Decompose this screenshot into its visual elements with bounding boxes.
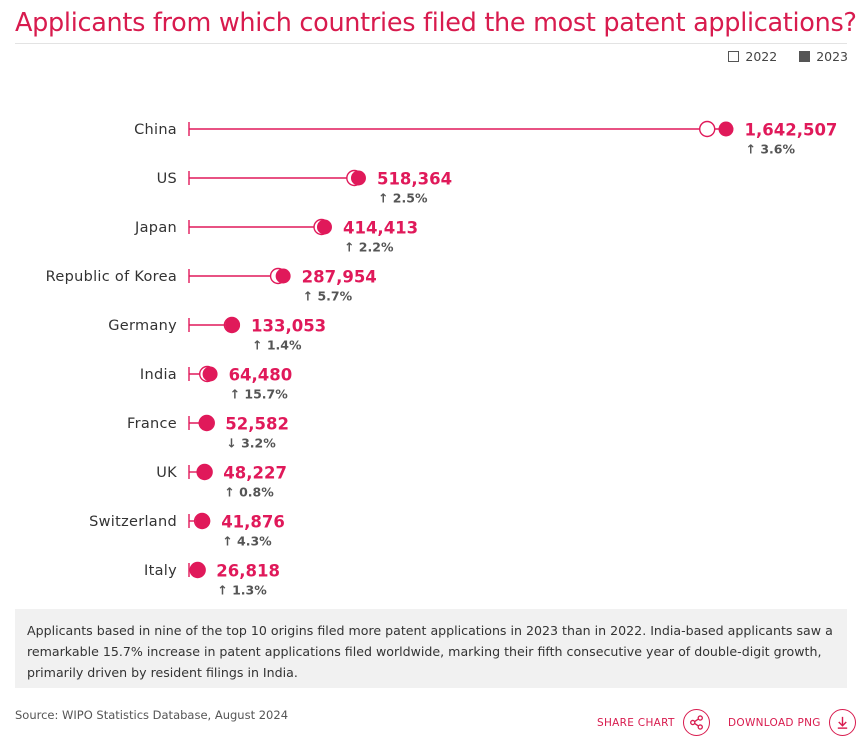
change-label: ↑ 2.5%: [378, 191, 428, 206]
category-label: Italy: [144, 563, 177, 579]
value-label: 48,227: [223, 464, 287, 483]
category-label: Republic of Korea: [46, 269, 177, 285]
change-label: ↑ 5.7%: [303, 289, 353, 304]
dot-chart: China 1,642,507 ↑ 3.6% US 518,364 ↑ 2.5% Japan…: [46, 120, 838, 598]
change-label: ↑ 2.2%: [344, 240, 394, 255]
download-png-button[interactable]: DOWNLOAD PNG: [728, 709, 856, 736]
change-label: ↑ 1.3%: [217, 583, 267, 598]
change-label: ↑ 15.7%: [230, 387, 289, 402]
value-label: 26,818: [216, 562, 280, 581]
value-label: 414,413: [343, 219, 418, 238]
change-label: ↑ 0.8%: [224, 485, 274, 500]
value-label: 64,480: [229, 366, 293, 385]
dot-2023: [275, 268, 291, 284]
change-label: ↑ 4.3%: [222, 534, 272, 549]
value-label: 287,954: [302, 268, 377, 287]
dot-2023: [316, 219, 332, 235]
dot-2023: [718, 121, 734, 137]
download-icon: [828, 709, 856, 736]
dot-2023: [195, 513, 211, 529]
legend-swatch-2023: [799, 51, 811, 62]
dot-2023: [225, 317, 241, 333]
category-label: Germany: [108, 318, 177, 334]
change-label: ↑ 1.4%: [252, 338, 302, 353]
category-label: Japan: [134, 220, 177, 236]
value-label: 518,364: [377, 170, 452, 189]
dot-2023: [350, 170, 366, 186]
category-label: Switzerland: [89, 514, 177, 530]
change-label: ↑ 3.6%: [746, 142, 796, 157]
share-chart-label: SHARE CHART: [597, 716, 675, 729]
share-icon: [682, 709, 710, 736]
dot-2023: [202, 366, 218, 382]
category-label: UK: [156, 465, 177, 481]
legend: 2022 2023: [728, 49, 848, 64]
category-label: China: [134, 122, 177, 138]
change-label: ↓ 3.2%: [226, 436, 276, 451]
title-divider: [15, 43, 847, 44]
dot-2023: [198, 415, 214, 431]
legend-label-2023: 2023: [816, 49, 848, 64]
chart-note: Applicants based in nine of the top 10 o…: [15, 609, 847, 688]
legend-swatch-2022: [728, 51, 740, 62]
value-label: 133,053: [251, 317, 326, 336]
legend-label-2022: 2022: [745, 49, 778, 64]
category-label: US: [157, 171, 177, 187]
category-label: France: [127, 416, 177, 432]
dot-2023: [190, 562, 206, 578]
dot-2022: [698, 120, 716, 138]
chart-title: Applicants from which countries filed th…: [15, 8, 857, 38]
category-label: India: [140, 367, 177, 383]
source-text: Source: WIPO Statistics Database, August…: [15, 708, 289, 722]
value-label: 41,876: [221, 513, 285, 532]
download-png-label: DOWNLOAD PNG: [728, 716, 821, 729]
value-label: 1,642,507: [745, 121, 838, 140]
dot-2023: [197, 464, 213, 480]
value-label: 52,582: [225, 415, 289, 434]
share-chart-button[interactable]: SHARE CHART: [597, 709, 710, 736]
